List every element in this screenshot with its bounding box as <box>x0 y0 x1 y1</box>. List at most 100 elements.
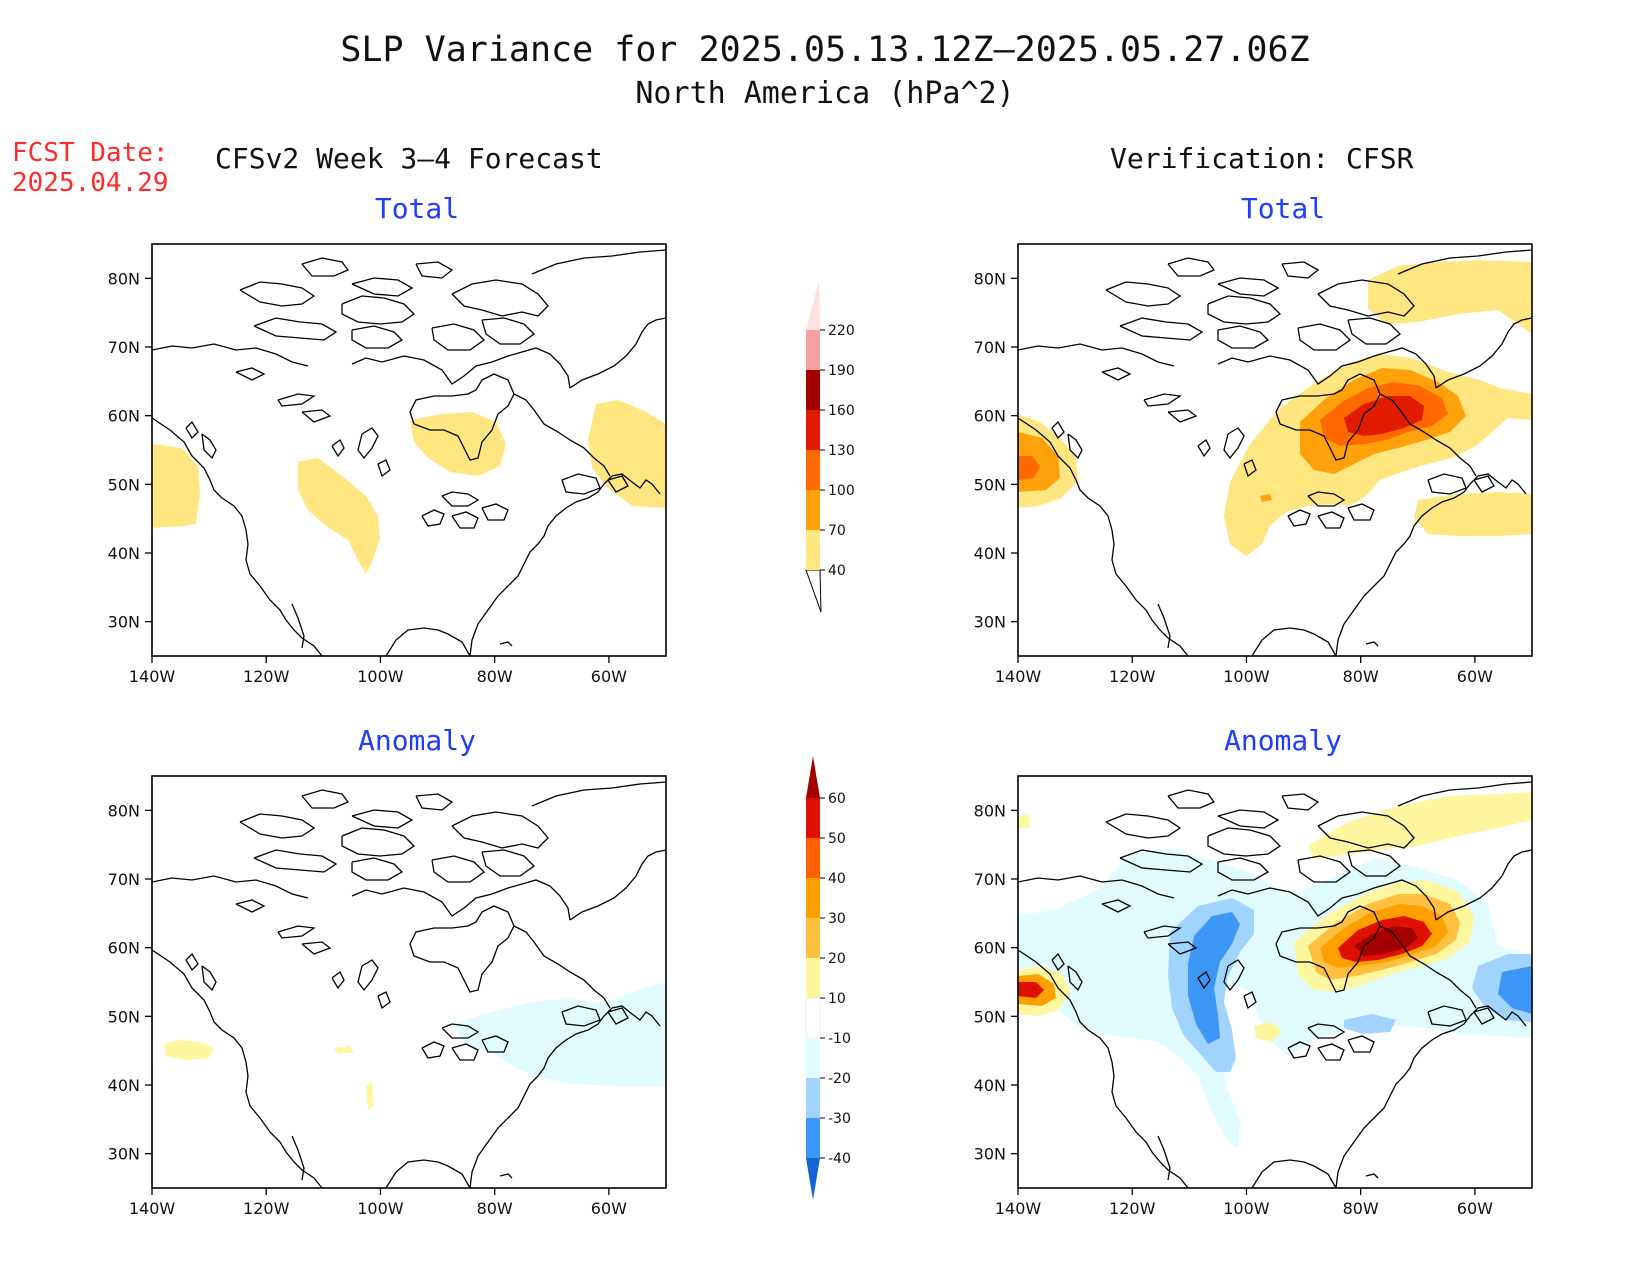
forecast-total-shade-hudson <box>410 412 506 476</box>
lat-tick-label: 50N <box>108 1007 140 1026</box>
total-colorbar-label: 190 <box>828 363 855 379</box>
verification-total-subtitle: Total <box>1240 192 1326 225</box>
forecast-total-panel: 140W 120W 100W 80W 60W 30N 40N 50N 60N 70N 80N <box>108 243 667 686</box>
lon-tick-label: 140W <box>995 667 1042 686</box>
total-colorbar-label: 160 <box>828 403 855 419</box>
lat-tick-label: 80N <box>974 269 1006 288</box>
anomaly-colorbar-label: 10 <box>828 991 846 1007</box>
lon-tick-label: 140W <box>129 1199 176 1218</box>
verification-anomaly-shade-pos-north <box>1018 814 1030 828</box>
lon-tick-label: 120W <box>243 1199 290 1218</box>
forecast-total-axis: 140W 120W 100W 80W 60W 30N 40N 50N 60N 70N 80N <box>108 269 627 686</box>
total-colorbar-label: 100 <box>828 483 855 499</box>
total-colorbar: 40 70 100 130 160 190 220 <box>805 280 855 613</box>
anomaly-colorbar-segment <box>805 997 821 1039</box>
lat-tick-label: 40N <box>108 544 140 563</box>
anomaly-colorbar-label: 40 <box>828 871 846 887</box>
forecast-anomaly-shade-pacific <box>164 1040 214 1060</box>
anomaly-colorbar: 60 50 40 30 20 10 -10 -20 -30 -40 <box>805 756 851 1200</box>
lon-tick-label: 120W <box>1109 1199 1156 1218</box>
anomaly-colorbar-lower-extension <box>806 1158 820 1200</box>
anomaly-colorbar-segment <box>806 798 820 838</box>
forecast-anomaly-subtitle: Anomaly <box>357 724 476 757</box>
forecast-total-shade-labrador <box>588 400 666 508</box>
forecast-total-shade-ne-pacific <box>152 444 200 528</box>
lat-tick-label: 30N <box>108 613 140 632</box>
lat-tick-label: 40N <box>108 1076 140 1095</box>
lat-tick-label: 60N <box>974 939 1006 958</box>
verification-anomaly-shade-neg-sw <box>1344 1014 1396 1034</box>
forecast-anomaly-shade-spot2 <box>366 1082 374 1110</box>
lon-tick-label: 80W <box>477 1199 513 1218</box>
forecast-anomaly-shade-spot1 <box>334 1046 354 1054</box>
forecast-total-frame <box>151 243 667 657</box>
total-colorbar-segment <box>806 490 820 530</box>
anomaly-colorbar-label: 20 <box>828 951 846 967</box>
verification-anomaly-subtitle: Anomaly <box>1223 724 1342 757</box>
forecast-anomaly-shade-east <box>452 982 666 1086</box>
total-colorbar-label: 220 <box>828 323 855 339</box>
fcst-date-block: FCST Date: 2025.04.29 <box>12 138 169 198</box>
forecast-total-subtitle: Total <box>374 192 460 225</box>
lon-tick-label: 60W <box>591 1199 627 1218</box>
lon-tick-label: 140W <box>995 1199 1042 1218</box>
verification-total-frame <box>1017 243 1533 657</box>
lon-tick-label: 100W <box>1223 667 1270 686</box>
anomaly-colorbar-segment <box>806 1078 820 1118</box>
anomaly-colorbar-label: 60 <box>828 791 846 807</box>
total-colorbar-label: 130 <box>828 443 855 459</box>
anomaly-colorbar-upper-extension <box>806 756 820 798</box>
verification-total-panel: 140W 120W 100W 80W 60W 30N 40N 50N 60N 70N 80N <box>974 243 1533 686</box>
left-column-title: CFSv2 Week 3–4 Forecast <box>215 142 603 175</box>
lon-tick-label: 100W <box>357 1199 404 1218</box>
lat-tick-label: 80N <box>108 269 140 288</box>
anomaly-colorbar-label: -30 <box>828 1111 851 1127</box>
anomaly-colorbar-segment <box>806 838 820 878</box>
verification-total-shade-main-130 <box>1344 396 1424 436</box>
verification-total-shade-pacific-core <box>1018 456 1040 480</box>
anomaly-colorbar-label: -40 <box>828 1151 851 1167</box>
lon-tick-label: 140W <box>129 667 176 686</box>
lat-tick-label: 50N <box>974 1007 1006 1026</box>
lat-tick-label: 50N <box>974 475 1006 494</box>
forecast-total-shade-plains <box>298 458 380 574</box>
forecast-anomaly-axis: 140W 120W 100W 80W 60W 30N 40N 50N 60N 70N 80N <box>108 801 627 1218</box>
lon-tick-label: 60W <box>1457 1199 1493 1218</box>
verification-anomaly-frame <box>1017 775 1533 1189</box>
anomaly-colorbar-label: 30 <box>828 911 846 927</box>
lon-tick-label: 80W <box>477 667 513 686</box>
lat-tick-label: 60N <box>974 407 1006 426</box>
verification-anomaly-shade-pos-greenland <box>1308 792 1532 860</box>
verification-anomaly-panel: 140W 120W 100W 80W 60W 30N 40N 50N 60N 70N 80N <box>974 775 1533 1218</box>
verification-anomaly-shade-pos-pacific-50 <box>1018 982 1044 998</box>
total-colorbar-segment <box>806 450 820 490</box>
total-colorbar-lower-extension <box>805 569 822 613</box>
anomaly-colorbar-segment <box>806 1118 820 1158</box>
lon-tick-label: 100W <box>357 667 404 686</box>
anomaly-colorbar-segment <box>806 958 820 998</box>
anomaly-colorbar-segment <box>806 878 820 918</box>
forecast-anomaly-frame <box>151 775 667 1189</box>
lon-tick-label: 80W <box>1343 667 1379 686</box>
verification-anomaly-shade-neg-east-core <box>1498 966 1532 1014</box>
total-colorbar-segment <box>806 370 820 410</box>
lat-tick-label: 80N <box>974 801 1006 820</box>
total-colorbar-segment <box>806 410 820 450</box>
lat-tick-label: 60N <box>108 939 140 958</box>
fcst-date-label: FCST Date: <box>12 138 169 168</box>
lat-tick-label: 40N <box>974 544 1006 563</box>
figure-title: SLP Variance for 2025.05.13.12Z–2025.05.… <box>340 30 1310 70</box>
lon-tick-label: 120W <box>1109 667 1156 686</box>
total-colorbar-label: 70 <box>828 523 846 539</box>
anomaly-colorbar-segment <box>806 1038 820 1078</box>
verification-anomaly-axis: 140W 120W 100W 80W 60W 30N 40N 50N 60N 70N 80N <box>974 801 1493 1218</box>
lat-tick-label: 60N <box>108 407 140 426</box>
total-colorbar-segment <box>806 280 820 330</box>
anomaly-colorbar-label: -10 <box>828 1031 851 1047</box>
anomaly-colorbar-segment <box>806 918 820 958</box>
lat-tick-label: 30N <box>108 1145 140 1164</box>
lon-tick-label: 100W <box>1223 1199 1270 1218</box>
lon-tick-label: 60W <box>591 667 627 686</box>
verification-total-shade-greenland <box>1368 260 1532 334</box>
